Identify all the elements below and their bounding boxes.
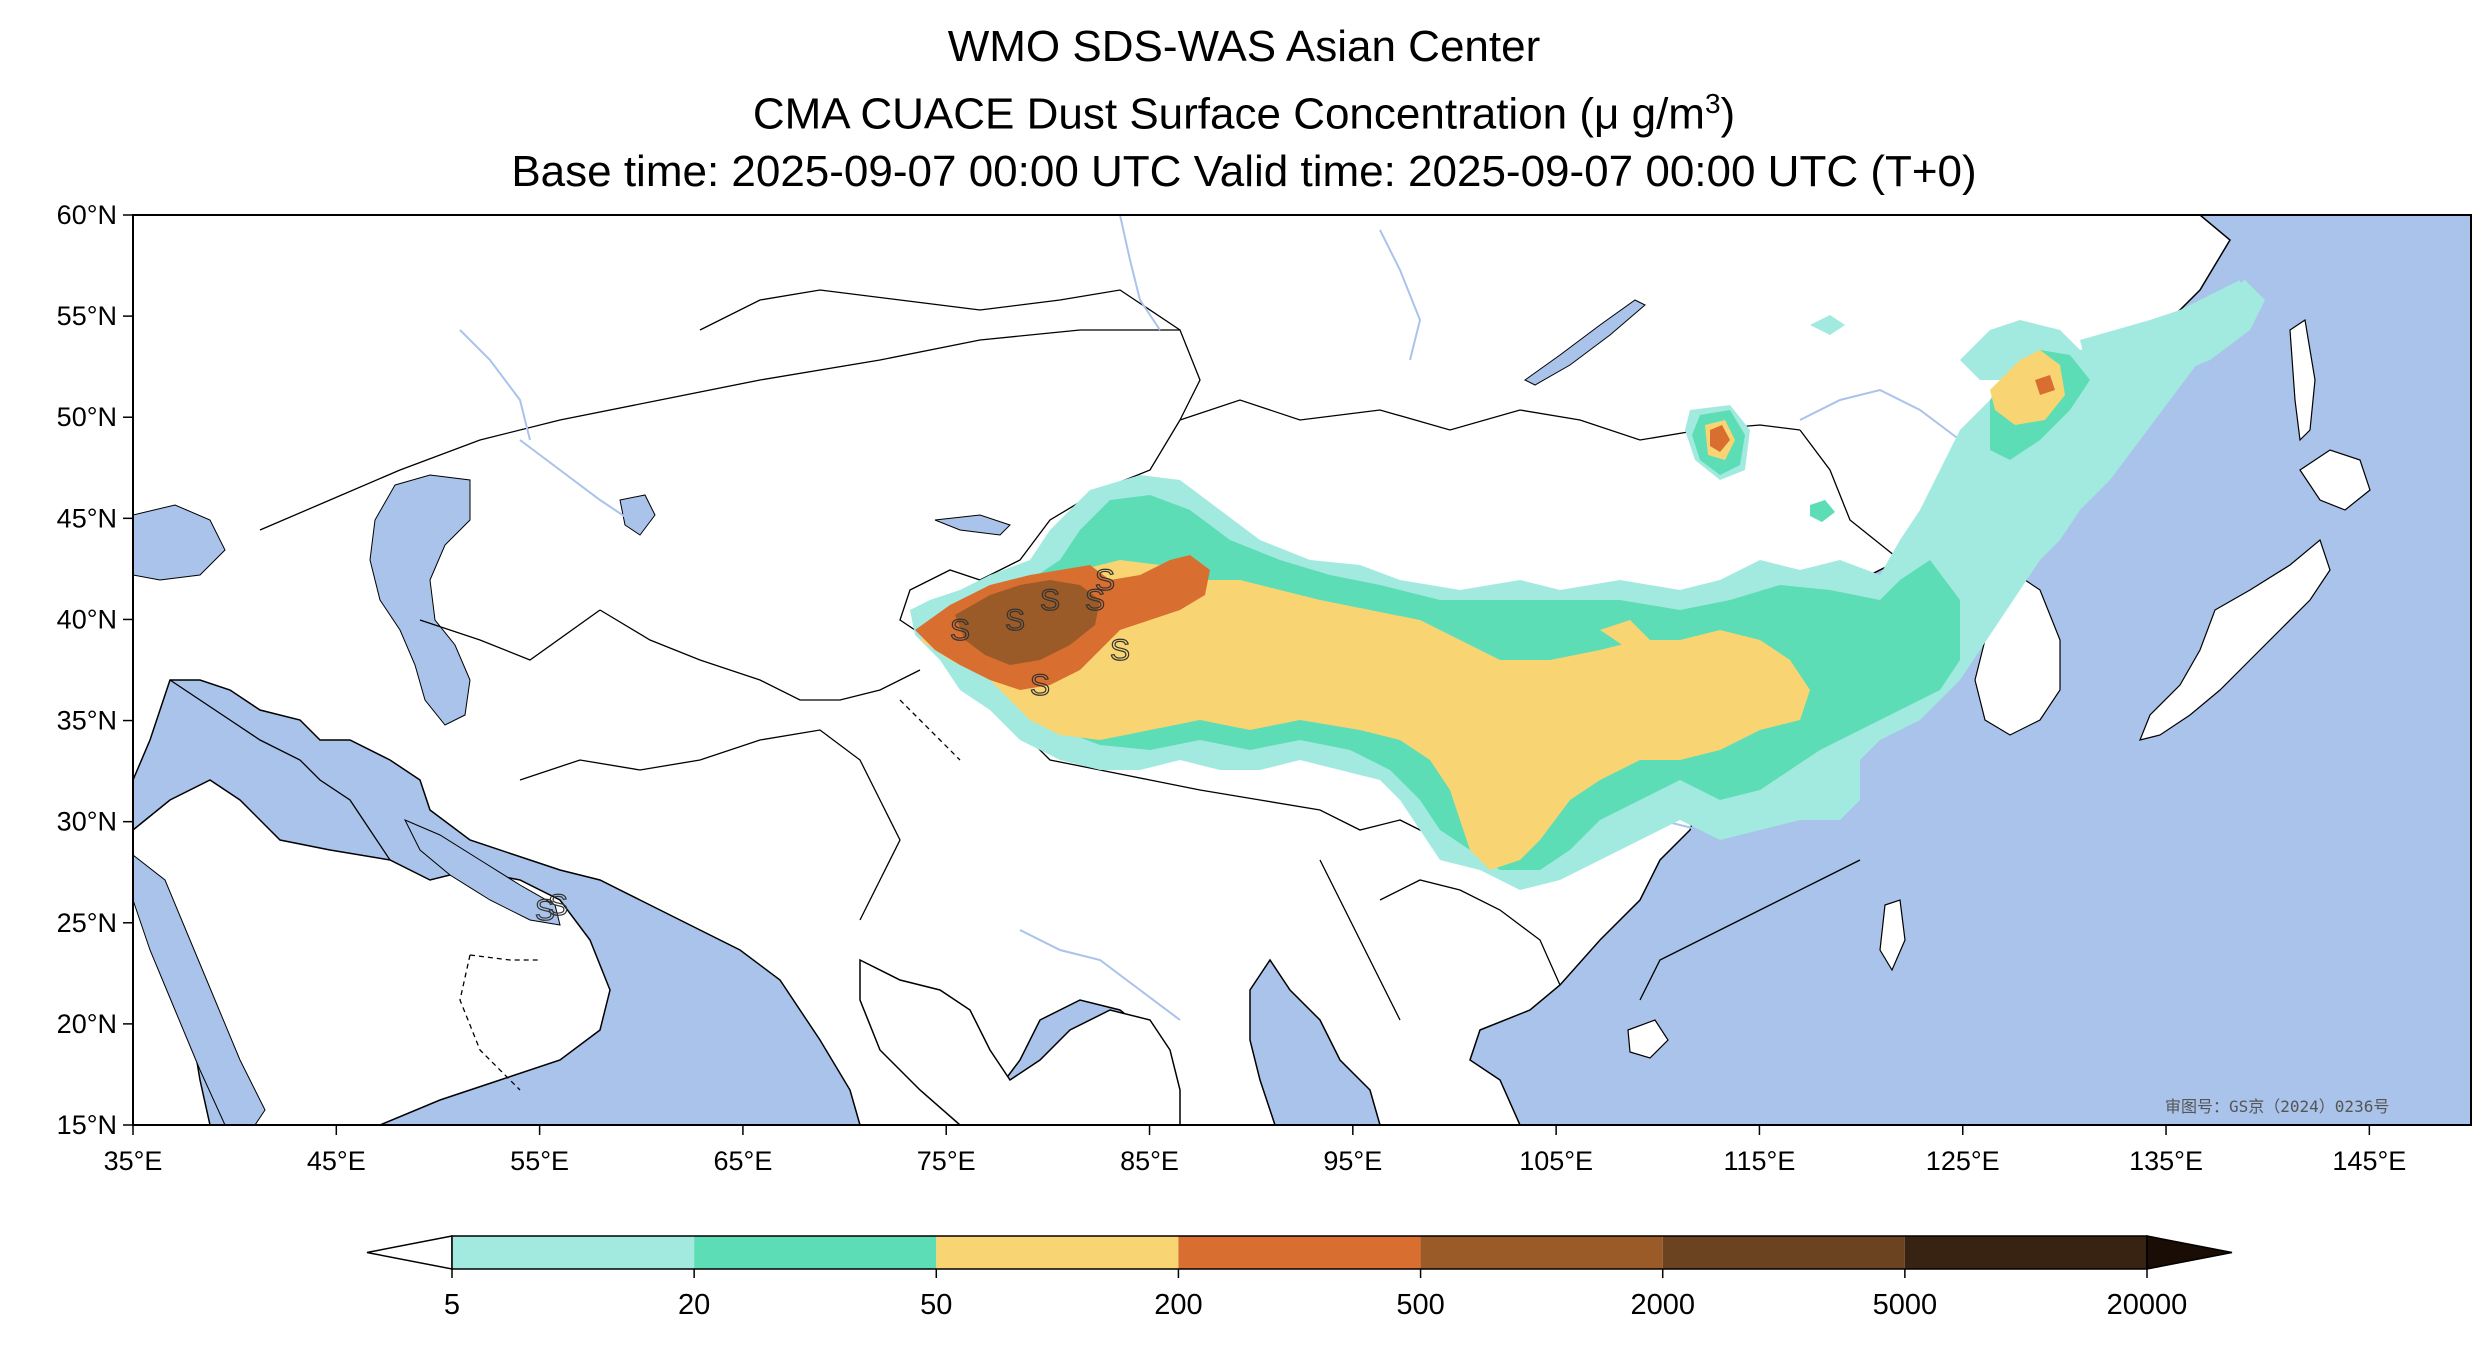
- dust-level-50: [920, 560, 1810, 870]
- colorbar-tick-label: 20000: [2107, 1289, 2188, 1321]
- persian-gulf: [403, 819, 561, 926]
- storm-marker: S: [1095, 564, 1115, 597]
- dust-level-50-d: [1600, 620, 1650, 650]
- land-india: [859, 958, 1181, 1125]
- dust-level-20-d: [1810, 500, 1835, 522]
- title-line-1: WMO SDS-WAS Asian Center: [947, 22, 1541, 71]
- land-hainan: [1627, 1019, 1669, 1059]
- storm-marker: S: [950, 614, 970, 647]
- storm-marker: S: [1040, 584, 1060, 617]
- lat-axis: 60°N 55°N 50°N 45°N 40°N 35°N 30°N 25°N 20°N 15°N: [57, 200, 133, 1140]
- lat-tick-label: 40°N: [57, 604, 117, 634]
- lat-tick-label: 25°N: [57, 908, 117, 938]
- dust-level-5-e: [2080, 280, 2265, 395]
- colorbar-segment: [452, 1236, 695, 1269]
- colorbar-frame: [451, 1235, 2148, 1270]
- colorbar-segment: [1420, 1236, 1663, 1269]
- colorbar-over-extension: [2146, 1235, 2233, 1270]
- title-line-2: CMA CUACE Dust Surface Concentration (μ …: [0, 90, 2488, 137]
- colorbar-tick-label: 2000: [1630, 1289, 1695, 1321]
- colorbar-tick-label: 20: [678, 1289, 710, 1321]
- title-line-3: Base time: 2025-09-07 00:00 UTC Valid ti…: [511, 147, 1977, 196]
- storm-marker: S: [535, 894, 555, 927]
- title-line-2-suffix: ): [1720, 89, 1736, 139]
- caspian-sea: [369, 474, 471, 726]
- title-line-2-unit: μ g/m: [1594, 89, 1705, 139]
- dust-contours: [910, 280, 2265, 890]
- storm-marker: S: [1030, 669, 1050, 702]
- colorbar-tick-label: 200: [1154, 1289, 1202, 1321]
- lat-tick-label: 50°N: [57, 402, 117, 432]
- map-frame: [132, 214, 2472, 1126]
- lon-tick-label: 75°E: [917, 1146, 976, 1176]
- lon-tick-label: 55°E: [510, 1146, 569, 1176]
- title-line-2-sup: 3: [1704, 88, 1721, 119]
- lake-balkhash: [934, 514, 1011, 536]
- dust-level-200-c: [2035, 375, 2055, 395]
- lat-tick-label: 35°N: [57, 706, 117, 736]
- aral-sea: [619, 494, 656, 536]
- lat-tick-label: 55°N: [57, 301, 117, 331]
- title-line-2-prefix: CMA CUACE Dust Surface Concentration (: [752, 89, 1595, 139]
- lon-tick-label: 125°E: [1926, 1146, 2000, 1176]
- lat-tick-label: 60°N: [57, 200, 117, 230]
- colorbar-tick-label: 500: [1396, 1289, 1444, 1321]
- black-sea: [133, 504, 226, 581]
- storm-marker: S: [1005, 604, 1025, 637]
- dust-storm-markers: S S S S S S S S S: [534, 563, 1130, 927]
- colorbar-under-extension: [366, 1235, 453, 1270]
- lon-tick-label: 135°E: [2129, 1146, 2203, 1176]
- lat-tick-label: 30°N: [57, 807, 117, 837]
- dust-level-200-b: [1710, 425, 1730, 452]
- lon-tick-label: 45°E: [307, 1146, 366, 1176]
- lat-tick-label: 45°N: [57, 503, 117, 533]
- colorbar-segment: [1662, 1236, 1905, 1269]
- map-approval-number: 审图号：GS京（2024）0236号: [2165, 1097, 2389, 1116]
- dust-level-500: [955, 580, 1100, 665]
- land-hokkaido: [2299, 449, 2371, 511]
- lat-tick-label: 20°N: [57, 1009, 117, 1039]
- lake-baikal: [1524, 299, 1646, 386]
- lon-tick-label: 65°E: [713, 1146, 772, 1176]
- lon-tick-label: 105°E: [1519, 1146, 1593, 1176]
- storm-marker: S: [548, 889, 568, 922]
- colorbar-segment: [694, 1236, 937, 1269]
- colorbar-segment: [1178, 1236, 1421, 1269]
- land-taiwan: [1879, 899, 1906, 972]
- land-japan: [2139, 538, 2331, 741]
- dust-level-50-b: [1990, 350, 2065, 425]
- colorbar-segment: [936, 1236, 1179, 1269]
- colorbar: 5 20 50 200 500 2000 5000 20000: [366, 1235, 2233, 1321]
- lon-tick-label: 35°E: [104, 1146, 163, 1176]
- dust-level-5-c: [1810, 315, 1845, 335]
- land-sakhalin: [2289, 318, 2316, 442]
- lon-tick-label: 145°E: [2332, 1146, 2406, 1176]
- lon-tick-label: 85°E: [1120, 1146, 1179, 1176]
- lon-tick-label: 115°E: [1724, 1146, 1796, 1176]
- lon-axis: 35°E 45°E 55°E 65°E 75°E 85°E 95°E 105°E 115°E 12…: [104, 1125, 2406, 1176]
- map-area: S S S S S S S S S 审图号：GS京（2024）0236号: [133, 215, 2471, 1125]
- colorbar-tick-label: 5: [444, 1289, 460, 1321]
- colorbar-segment: [1904, 1236, 2147, 1269]
- colorbar-tick-label: 5000: [1873, 1289, 1938, 1321]
- storm-marker: S: [1110, 634, 1130, 667]
- storm-marker: S: [1085, 584, 1105, 617]
- colorbar-tick-label: 50: [920, 1289, 952, 1321]
- red-sea: [133, 854, 266, 1125]
- lon-tick-label: 95°E: [1323, 1146, 1382, 1176]
- lat-tick-label: 15°N: [57, 1110, 117, 1140]
